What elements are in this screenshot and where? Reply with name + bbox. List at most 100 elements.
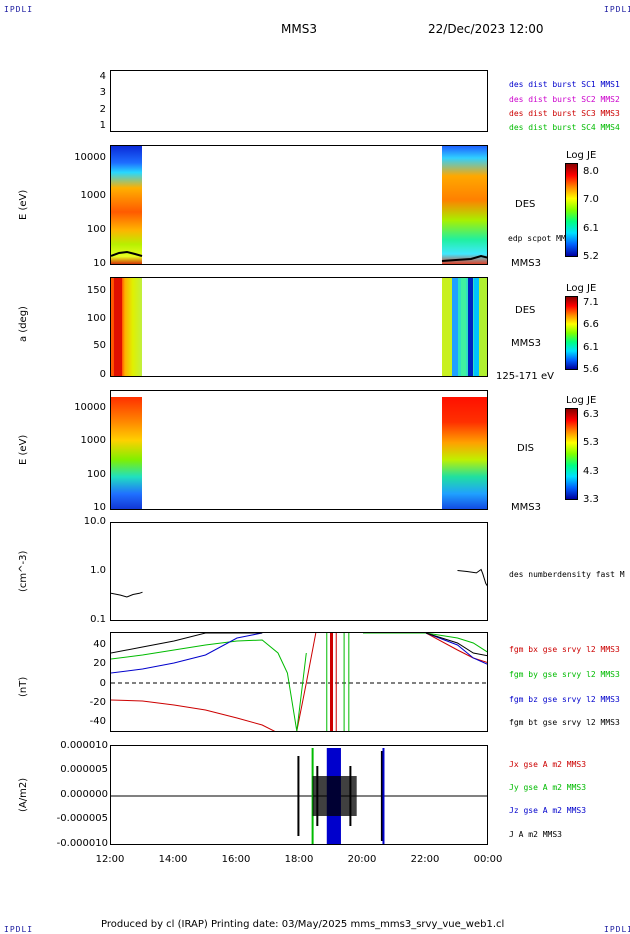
colorbar-tick: 8.0 xyxy=(583,166,599,177)
dis-energy-block-2 xyxy=(442,397,487,509)
des-energy-side-label: DES xyxy=(515,199,536,210)
density-legend: des numberdensity fast M xyxy=(509,570,625,579)
des-pitch-side-label: DES xyxy=(515,305,536,316)
x-tick: 22:00 xyxy=(410,854,440,865)
fgm-bz-line xyxy=(111,633,263,674)
density-ytick: 0.1 xyxy=(90,614,106,625)
colorbar-title: Log JE xyxy=(566,395,597,406)
fgm-ytick: 0 xyxy=(99,678,106,689)
x-tick: 16:00 xyxy=(221,854,251,865)
des-pitch-spectrogram xyxy=(111,278,487,376)
burst-panel xyxy=(110,70,488,132)
density-plot xyxy=(111,568,487,598)
des-pitch-energy-range: 125-171 eV xyxy=(496,371,554,382)
corner-label-bl: IPDLI xyxy=(4,925,34,934)
current-ylabel: (A/m2) xyxy=(18,777,29,812)
density-panel xyxy=(110,522,488,621)
des-energy-panel xyxy=(110,145,488,265)
colorbar-tick: 6.1 xyxy=(583,342,599,353)
fgm-plot xyxy=(111,633,487,731)
footer-text: Produced by cl (IRAP) Printing date: 03/… xyxy=(101,919,505,930)
density-ytick: 1.0 xyxy=(90,565,106,576)
current-ytick: 0.000005 xyxy=(60,764,108,775)
corner-label-tr: IPDLI xyxy=(604,5,630,14)
colorbar-tick: 7.1 xyxy=(583,297,599,308)
density-ylabel: (cm^-3) xyxy=(18,550,29,592)
des-pitch-band xyxy=(442,278,452,376)
colorbar-title: Log JE xyxy=(566,283,597,294)
dis-energy-panel xyxy=(110,390,488,510)
dis-energy-ytick: 100 xyxy=(86,469,106,480)
jy-legend: Jy gse A m2 MMS3 xyxy=(509,783,587,792)
datetime-title: 22/Dec/2023 12:00 xyxy=(428,22,544,36)
corner-label-br: IPDLI xyxy=(604,925,630,934)
fgm-bz-legend: fgm bz gse srvy l2 MMS3 xyxy=(509,695,620,704)
des-energy-spectrogram xyxy=(111,146,487,264)
legend-mms3: des dist burst SC3 MMS3 xyxy=(509,109,620,118)
current-ytick: -0.000010 xyxy=(56,838,108,849)
current-plot xyxy=(111,748,487,844)
des-pitch-band xyxy=(461,278,466,376)
dis-energy-ytick: 10 xyxy=(93,502,106,513)
colorbar-tick: 6.6 xyxy=(583,319,599,330)
des-energy-block-1 xyxy=(111,146,142,264)
scpot-legend: edp scpot MMS3 xyxy=(508,234,576,243)
density-line xyxy=(457,568,487,587)
legend-mms2: des dist burst SC2 MMS2 xyxy=(509,95,620,104)
dis-energy-ytick: 10000 xyxy=(74,402,106,413)
fgm-ylabel: (nT) xyxy=(18,676,29,697)
fgm-bx-line xyxy=(296,633,317,731)
burst-ytick: 4 xyxy=(99,71,106,82)
dis-energy-block-1 xyxy=(111,397,142,509)
fgm-bx-line xyxy=(111,699,276,731)
j-legend: J A m2 MMS3 xyxy=(509,830,562,839)
des-energy-ytick: 10 xyxy=(93,258,106,269)
spacecraft-title: MMS3 xyxy=(281,22,317,36)
x-tick: 12:00 xyxy=(95,854,125,865)
des-pitch-side-unit: MMS3 xyxy=(511,338,541,349)
legend-mms1: des dist burst SC1 MMS1 xyxy=(509,80,620,89)
x-tick: 14:00 xyxy=(158,854,188,865)
current-ytick: -0.000005 xyxy=(56,813,108,824)
colorbar-tick: 3.3 xyxy=(583,494,599,505)
colorbar-dis-energy xyxy=(565,408,578,500)
fgm-ytick: -40 xyxy=(89,716,106,727)
des-pitch-ylabel: a (deg) xyxy=(18,306,29,342)
des-pitch-band xyxy=(474,278,479,376)
legend-mms4: des dist burst SC4 MMS4 xyxy=(509,123,620,132)
fgm-bx-line xyxy=(425,633,487,663)
colorbar-tick: 6.1 xyxy=(583,223,599,234)
scpot-line-2 xyxy=(441,254,487,262)
des-pitch-band xyxy=(452,278,458,376)
fgm-by-line xyxy=(363,633,487,653)
jz-legend: Jz gse A m2 MMS3 xyxy=(509,806,587,815)
colorbar-tick: 7.0 xyxy=(583,194,599,205)
x-tick: 20:00 xyxy=(347,854,377,865)
des-energy-ytick: 10000 xyxy=(74,152,106,163)
colorbar-tick: 4.3 xyxy=(583,466,599,477)
burst-ytick: 3 xyxy=(99,87,106,98)
des-energy-block-2 xyxy=(442,146,487,264)
colorbar-tick: 5.2 xyxy=(583,251,599,262)
dis-energy-ylabel: E (eV) xyxy=(18,434,29,465)
x-tick: 18:00 xyxy=(284,854,314,865)
current-ytick: 0.000010 xyxy=(60,740,108,751)
density-line xyxy=(111,591,143,598)
current-panel xyxy=(110,745,488,845)
dis-energy-side-unit: MMS3 xyxy=(511,502,541,513)
fgm-by-line xyxy=(111,639,307,731)
fgm-bt-line xyxy=(111,633,263,654)
dis-energy-ytick: 1000 xyxy=(80,435,106,446)
colorbar-tick: 5.3 xyxy=(583,437,599,448)
colorbar-title: Log JE xyxy=(566,150,597,161)
corner-label-tl: IPDLI xyxy=(4,5,34,14)
fgm-ytick: 40 xyxy=(93,639,106,650)
des-pitch-band xyxy=(468,278,473,376)
burst-ytick: 1 xyxy=(99,120,106,131)
dis-energy-side-label: DIS xyxy=(517,443,534,454)
fgm-bt-line xyxy=(425,633,487,657)
des-pitch-panel xyxy=(110,277,488,377)
colorbar-des-pitch xyxy=(565,296,578,370)
burst-ytick: 2 xyxy=(99,104,106,115)
x-tick: 00:00 xyxy=(473,854,503,865)
